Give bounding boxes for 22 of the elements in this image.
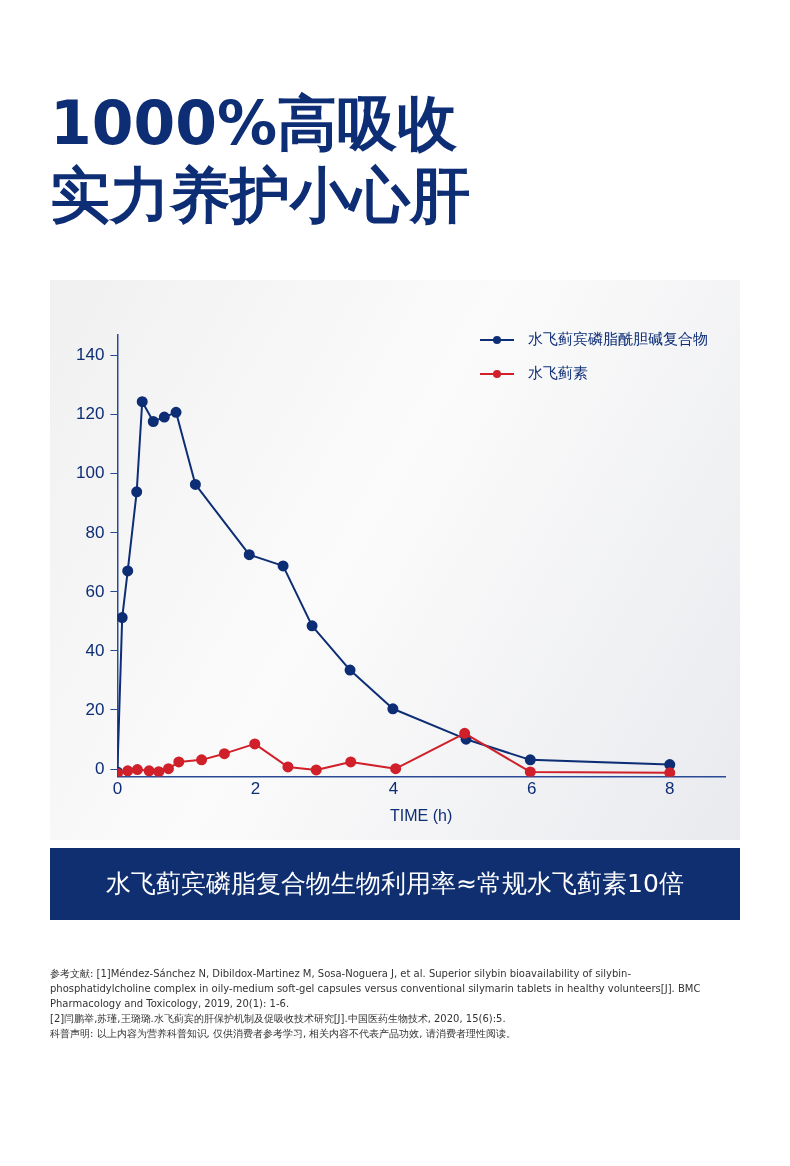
chart-title: 1000%高吸收 [50, 88, 458, 158]
text: [2]闫鹏举,苏瑾,王璐璐.水飞蓟宾的肝保护机制及促吸收技术研究[J].中国医药生物技术, 2020, 15(6):5. [50, 1012, 507, 1026]
y-tick-label: 20 [85, 699, 105, 719]
x-tick-label: 8 [665, 779, 675, 799]
text: 科普声明: 以上内容为营养科普知识, 仅供消费者参考学习, 相关内容不代表产品功效, 请消费者理性阅读。 [50, 1027, 517, 1041]
x-tick-label: 0 [112, 779, 123, 799]
x-tick-label: 6 [526, 779, 537, 799]
chart-subtitle: 实力养护小心肝 [50, 160, 470, 230]
legend-label: 水飞蓟素 [528, 363, 588, 382]
y-tick-label: 40 [85, 640, 105, 660]
y-tick-label: 120 [75, 404, 105, 424]
y-tick-label: 0 [94, 758, 105, 778]
text: 水飞蓟宾磷脂复合物生物利用率≈常规水飞蓟素10倍 [50, 848, 740, 920]
y-tick-label: 100 [75, 463, 105, 483]
y-tick-label: 60 [85, 581, 105, 601]
text: 参考文献: [1]Méndez-Sánchez N, Dibildox-Martinez M, Sosa-Noguera J, et al. Superior silybin bioavailability of silybin-phosphatidylcholine complex in oily-medium soft-gel capsules versus conventional silymarin tablets in healthy volunteers[J]. BMC Pharmacology and Toxicology, 2019, 20(1): 1-6. [50, 967, 702, 1011]
x-tick-label: 2 [250, 779, 261, 799]
y-tick-label: 80 [85, 522, 105, 542]
x-axis-title: TIME (h) [390, 806, 453, 824]
x-tick-label: 4 [388, 779, 399, 799]
legend-label: 水飞蓟宾磷脂酰胆碱复合物 [528, 329, 708, 348]
y-tick-label: 140 [75, 345, 105, 365]
